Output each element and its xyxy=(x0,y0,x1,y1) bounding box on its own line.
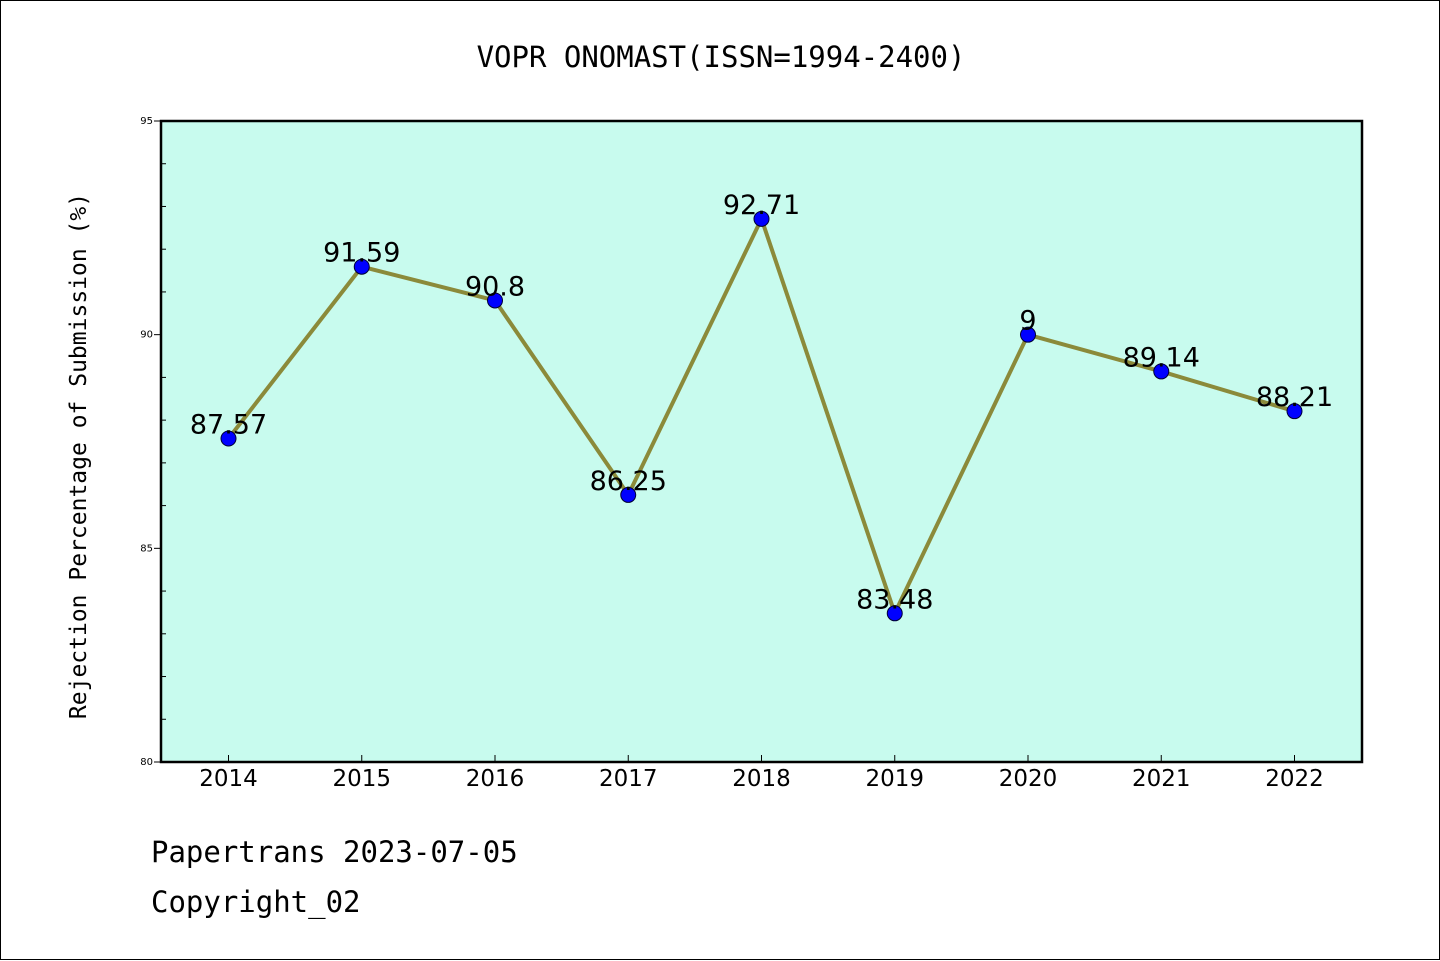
x-tick-label: 2019 xyxy=(865,766,924,792)
data-label: 91.59 xyxy=(323,238,400,269)
data-point xyxy=(220,430,237,447)
x-tick-label: 2021 xyxy=(1132,766,1191,792)
footer-date: Papertrans 2023-07-05 xyxy=(151,835,518,869)
y-axis-label: Rejection Percentage of Submission (%) xyxy=(66,193,92,719)
y-tick-label: 80 xyxy=(140,757,153,768)
data-point xyxy=(1286,403,1303,420)
data-label: 90.8 xyxy=(465,271,525,302)
footer-copyright: Copyright_02 xyxy=(151,885,361,919)
data-point xyxy=(1020,326,1036,343)
x-tick-label: 2016 xyxy=(466,766,525,792)
data-label: 9 xyxy=(1019,306,1036,337)
y-tick-label: 90 xyxy=(140,330,153,341)
plot-area: 80 85 90 95 2014 2015 2016 2017 2018 2019 2020 2021… xyxy=(140,116,1364,792)
x-tick-label: 2020 xyxy=(999,766,1058,792)
x-tick-label: 2022 xyxy=(1265,766,1324,792)
data-point xyxy=(753,210,770,227)
x-tick-label: 2017 xyxy=(599,766,658,792)
plot-frame xyxy=(159,119,1364,764)
x-tick-label: 2018 xyxy=(732,766,791,792)
data-label: 83.48 xyxy=(856,584,933,615)
chart-title: VOPR ONOMAST(ISSN=1994-2400) xyxy=(477,40,966,74)
y-tick-label: 95 xyxy=(140,116,153,127)
data-point xyxy=(620,486,637,503)
data-label: 92.71 xyxy=(723,190,800,221)
data-label: 88.21 xyxy=(1256,382,1333,413)
data-point xyxy=(353,258,370,275)
data-point xyxy=(886,605,903,622)
plot-background xyxy=(161,121,1362,762)
data-point xyxy=(1153,363,1170,380)
y-tick-label: 85 xyxy=(140,543,153,554)
x-tick-label: 2015 xyxy=(332,766,391,792)
data-label: 86.25 xyxy=(590,466,667,497)
data-point xyxy=(487,292,503,309)
data-label: 89.14 xyxy=(1123,342,1200,373)
data-label: 87.57 xyxy=(190,410,267,441)
x-tick-label: 2014 xyxy=(199,766,258,792)
